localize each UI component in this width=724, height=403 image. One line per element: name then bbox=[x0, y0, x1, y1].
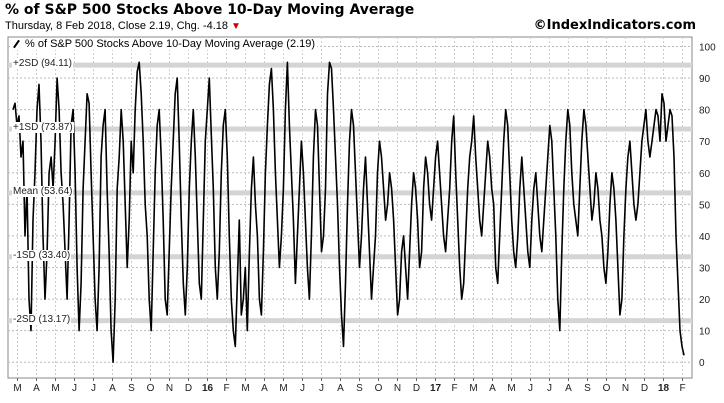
x-tick-label: 18 bbox=[658, 383, 670, 394]
x-tick-label: N bbox=[622, 383, 629, 394]
x-tick-label: M bbox=[51, 383, 59, 394]
x-tick-label: S bbox=[584, 383, 591, 394]
x-tick-label: M bbox=[507, 383, 515, 394]
x-tick-label: A bbox=[261, 383, 268, 394]
x-tick-label: D bbox=[413, 383, 420, 394]
x-tick-label: D bbox=[185, 383, 192, 394]
y-tick-label: 80 bbox=[699, 106, 711, 117]
x-tick-label: F bbox=[451, 383, 457, 394]
legend: % of S&P 500 Stocks Above 10-Day Moving … bbox=[10, 38, 318, 50]
y-tick-label: 70 bbox=[699, 137, 711, 148]
x-tick-label: M bbox=[241, 383, 249, 394]
x-tick-label: M bbox=[279, 383, 287, 394]
x-tick-label: A bbox=[489, 383, 496, 394]
x-tick-label: D bbox=[641, 383, 648, 394]
x-tick-label: A bbox=[337, 383, 344, 394]
x-tick-label: N bbox=[394, 383, 401, 394]
x-tick-label: M bbox=[13, 383, 21, 394]
series-line bbox=[12, 61, 685, 364]
sd-band-label: -2SD (13.17) bbox=[12, 313, 72, 325]
x-tick-label: S bbox=[356, 383, 363, 394]
legend-label: % of S&P 500 Stocks Above 10-Day Moving … bbox=[25, 38, 316, 50]
x-tick-label: J bbox=[547, 383, 552, 394]
x-tick-label: J bbox=[72, 383, 77, 394]
x-tick-label: O bbox=[375, 383, 383, 394]
y-tick-label: 50 bbox=[699, 200, 711, 211]
y-tick-label: 0 bbox=[699, 358, 705, 369]
x-tick-label: A bbox=[33, 383, 40, 394]
sd-band-label: +1SD (73.87) bbox=[12, 121, 74, 133]
y-tick-label: 90 bbox=[699, 74, 711, 85]
x-tick-label: N bbox=[166, 383, 173, 394]
chart-subtitle: Thursday, 8 Feb 2018, Close 2.19, Chg. -… bbox=[5, 20, 241, 32]
x-tick-label: A bbox=[565, 383, 572, 394]
y-tick-label: 20 bbox=[699, 295, 711, 306]
x-tick-label: J bbox=[319, 383, 324, 394]
x-tick-label: S bbox=[128, 383, 135, 394]
x-tick-label: F bbox=[223, 383, 229, 394]
y-tick-label: 30 bbox=[699, 263, 711, 274]
x-tick-label: 16 bbox=[202, 383, 214, 394]
y-tick-label: 60 bbox=[699, 169, 711, 180]
legend-swatch-icon bbox=[13, 39, 20, 49]
x-tick-label: O bbox=[603, 383, 611, 394]
y-tick-label: 40 bbox=[699, 232, 711, 243]
sd-band-label: Mean (53.64) bbox=[12, 185, 74, 197]
x-tick-label: A bbox=[109, 383, 116, 394]
sd-band-label: +2SD (94.11) bbox=[12, 58, 74, 70]
x-tick-label: F bbox=[679, 383, 685, 394]
subtitle-text: Thursday, 8 Feb 2018, Close 2.19, Chg. -… bbox=[5, 20, 228, 32]
y-tick-label: 10 bbox=[699, 327, 711, 338]
x-tick-label: J bbox=[300, 383, 305, 394]
sd-band-label: -1SD (33.40) bbox=[12, 249, 72, 261]
chart-title: % of S&P 500 Stocks Above 10-Day Moving … bbox=[5, 2, 415, 18]
x-tick-label: O bbox=[147, 383, 155, 394]
x-tick-label: J bbox=[528, 383, 533, 394]
down-arrow-icon: ▼ bbox=[230, 21, 241, 32]
source-credit: ©IndexIndicators.com bbox=[533, 18, 696, 33]
x-tick-label: 17 bbox=[430, 383, 442, 394]
y-tick-label: 100 bbox=[699, 42, 716, 53]
x-tick-label: J bbox=[91, 383, 96, 394]
x-tick-label: M bbox=[469, 383, 477, 394]
